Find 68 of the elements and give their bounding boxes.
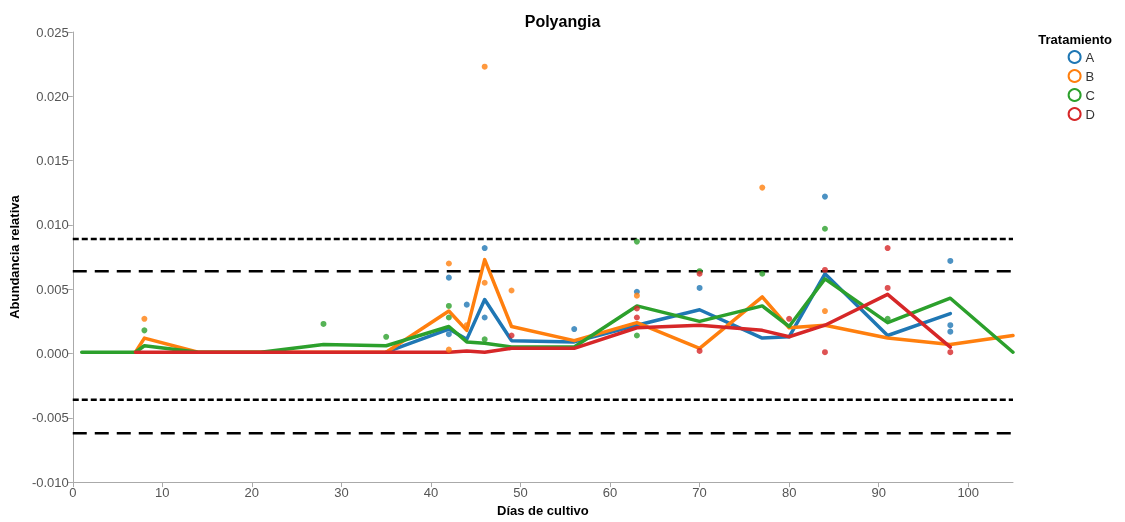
point [884, 315, 891, 322]
point [696, 284, 703, 291]
y-tick-label: 0.020 [36, 88, 69, 104]
line-series [133, 292, 953, 354]
point [821, 193, 828, 200]
point [571, 326, 578, 333]
x-tick-label: 40 [423, 485, 439, 501]
x-tick-label: 80 [781, 485, 797, 501]
point [633, 292, 640, 299]
point [884, 245, 891, 252]
y-axis-title: Abundancia relativa [7, 194, 22, 319]
point [821, 349, 828, 356]
y-tick-label: -0.005 [31, 410, 69, 426]
x-tick-label: 90 [871, 485, 886, 501]
point [633, 305, 640, 312]
legend-title: Tratamiento [1038, 32, 1113, 47]
point [481, 63, 488, 70]
x-tick-label: 50 [513, 485, 528, 501]
y-tick-label: 0.025 [36, 24, 69, 40]
point [445, 260, 452, 267]
point [759, 184, 766, 191]
point [141, 327, 148, 334]
point [947, 322, 954, 329]
point [759, 270, 766, 277]
legend-label: D [1085, 106, 1095, 122]
x-tick-label: 30 [334, 485, 349, 501]
point [445, 314, 452, 321]
point [947, 328, 954, 335]
chart-title: Polyangia [524, 12, 601, 30]
point [508, 332, 515, 339]
point [141, 315, 148, 322]
legend-label: A [1085, 49, 1095, 65]
y-tick-label: 0.000 [36, 346, 69, 361]
legend-label: B [1085, 68, 1095, 84]
point [445, 346, 452, 353]
point [383, 333, 390, 340]
point [633, 314, 640, 321]
point [947, 349, 954, 356]
point [884, 284, 891, 291]
point [445, 274, 452, 281]
x-tick-label: 10 [155, 485, 170, 501]
y-tick-label: 0.010 [36, 217, 69, 233]
x-tick-label: 0 [69, 485, 77, 501]
point [786, 315, 793, 322]
y-tick-label: 0.005 [36, 281, 69, 297]
x-tick-label: 100 [957, 485, 980, 501]
point [481, 279, 488, 286]
point [821, 308, 828, 315]
point [821, 225, 828, 232]
point [696, 347, 703, 354]
point [821, 266, 828, 273]
point [633, 238, 640, 245]
x-tick-label: 60 [602, 485, 618, 501]
x-axis-title: Días de cultivo [497, 503, 589, 518]
point [481, 245, 488, 252]
y-tick-label: -0.010 [31, 474, 69, 490]
y-tick-label: 0.015 [36, 153, 69, 169]
point [320, 320, 327, 327]
point [508, 287, 515, 294]
point [463, 301, 470, 308]
x-tick-label: 20 [244, 485, 260, 501]
legend-label: C [1085, 87, 1095, 103]
point [633, 332, 640, 339]
point [481, 336, 488, 343]
point [445, 302, 452, 309]
point [947, 257, 954, 264]
x-tick-label: 70 [692, 485, 707, 501]
point [445, 331, 452, 338]
